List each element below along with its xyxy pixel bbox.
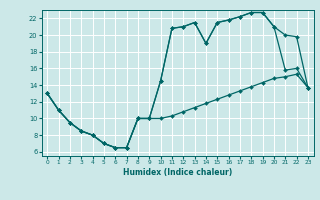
X-axis label: Humidex (Indice chaleur): Humidex (Indice chaleur): [123, 168, 232, 177]
